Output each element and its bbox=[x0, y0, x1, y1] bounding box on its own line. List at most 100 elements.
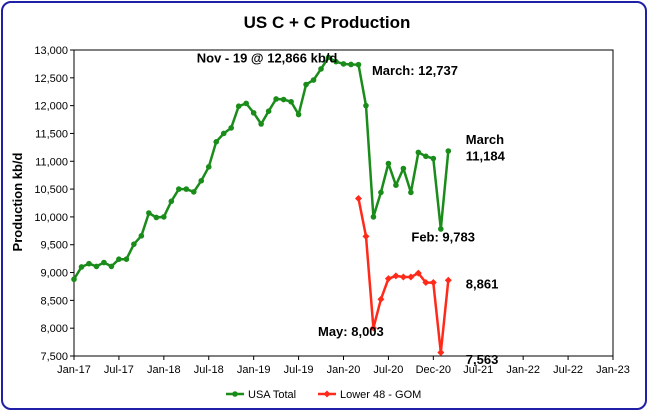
data-point bbox=[243, 100, 249, 107]
data-point bbox=[438, 226, 444, 232]
x-tick-label: Jan-22 bbox=[506, 364, 540, 376]
data-point bbox=[161, 214, 167, 220]
data-point bbox=[363, 102, 369, 109]
data-point bbox=[213, 139, 220, 145]
data-point bbox=[422, 279, 430, 287]
data-point bbox=[415, 149, 422, 156]
data-point bbox=[93, 263, 100, 270]
data-point bbox=[183, 186, 190, 192]
data-point bbox=[235, 103, 242, 109]
y-tick-label: 12,500 bbox=[34, 73, 68, 85]
y-tick-label: 8,500 bbox=[40, 295, 68, 307]
data-point bbox=[280, 96, 287, 103]
data-point bbox=[123, 256, 130, 262]
annotation: March: 12,737 bbox=[372, 63, 458, 78]
data-point bbox=[437, 348, 445, 356]
data-point bbox=[265, 108, 272, 114]
x-axis-ticks: Jan-17 Jul-17 Jan-18 Jul-18 Jan-19 Jul-19 Jan-… bbox=[57, 356, 630, 376]
data-point bbox=[168, 198, 175, 205]
data-point bbox=[205, 164, 212, 170]
legend-swatch-marker bbox=[232, 391, 238, 397]
annotations: Nov - 19 @ 12,866 kb/d March: 12,737 March… bbox=[197, 50, 506, 366]
y-tick-label: 13,000 bbox=[34, 45, 68, 57]
data-point bbox=[116, 256, 122, 262]
data-point bbox=[385, 160, 392, 167]
y-tick-label: 9,500 bbox=[40, 240, 68, 252]
data-point bbox=[400, 165, 407, 172]
data-point bbox=[429, 279, 437, 287]
data-point bbox=[228, 125, 235, 131]
data-point bbox=[176, 186, 182, 192]
series-line bbox=[72, 56, 450, 280]
data-point bbox=[71, 276, 77, 283]
data-point bbox=[295, 111, 302, 118]
data-point bbox=[153, 214, 160, 221]
legend: USA Total Lower 48 - GOM bbox=[226, 389, 421, 401]
annotation: March bbox=[466, 132, 504, 147]
data-point bbox=[318, 66, 324, 72]
y-tick-label: 10,500 bbox=[34, 184, 68, 196]
annotation: May: 8,003 bbox=[318, 324, 384, 339]
data-point bbox=[423, 153, 429, 160]
data-point bbox=[220, 130, 227, 137]
series-layer bbox=[71, 54, 452, 356]
data-point bbox=[108, 263, 115, 270]
x-tick-label: Jul-17 bbox=[104, 364, 134, 376]
data-point bbox=[354, 195, 362, 203]
data-point bbox=[333, 58, 339, 65]
plot-area bbox=[73, 49, 614, 357]
data-point bbox=[407, 273, 415, 281]
data-point bbox=[370, 214, 377, 220]
x-tick-label: Jul-19 bbox=[284, 364, 314, 376]
data-point bbox=[378, 189, 384, 196]
data-point bbox=[273, 96, 279, 102]
x-tick-label: Jan-19 bbox=[237, 364, 271, 376]
data-point bbox=[393, 182, 399, 188]
series-usa-total bbox=[71, 54, 452, 283]
x-tick-label: Jul-18 bbox=[194, 364, 224, 376]
legend-entry: USA Total bbox=[248, 389, 296, 401]
data-point bbox=[355, 61, 362, 68]
data-point bbox=[340, 61, 347, 67]
x-tick-label: Jul-20 bbox=[373, 364, 403, 376]
data-point bbox=[377, 295, 385, 303]
y-tick-label: 10,000 bbox=[34, 212, 68, 224]
data-point bbox=[303, 81, 309, 88]
data-point bbox=[198, 177, 205, 184]
y-tick-label: 11,500 bbox=[35, 128, 68, 140]
data-point bbox=[146, 210, 152, 216]
y-tick-label: 11,000 bbox=[35, 156, 68, 168]
data-point bbox=[258, 121, 264, 127]
x-tick-label: Dec-20 bbox=[416, 364, 451, 376]
annotation: 7,563 bbox=[466, 352, 499, 367]
annotation: Feb: 9,783 bbox=[411, 229, 475, 244]
data-point bbox=[348, 61, 354, 68]
x-tick-label: Jul-22 bbox=[553, 364, 583, 376]
data-point bbox=[138, 233, 145, 239]
x-tick-label: Jan-23 bbox=[596, 364, 630, 376]
chart-title: US C + C Production bbox=[244, 13, 411, 32]
x-tick-label: Jan-18 bbox=[147, 364, 181, 376]
annotation: Nov - 19 @ 12,866 kb/d bbox=[197, 50, 338, 65]
annotation: 8,861 bbox=[466, 277, 499, 292]
y-axis-label: Production kb/d bbox=[10, 152, 25, 251]
data-point bbox=[430, 155, 437, 162]
legend-swatch-marker bbox=[323, 390, 331, 398]
legend-entry: Lower 48 - GOM bbox=[340, 389, 421, 401]
data-point bbox=[369, 324, 377, 332]
y-tick-label: 12,000 bbox=[34, 101, 68, 113]
data-point bbox=[399, 273, 407, 281]
data-point bbox=[384, 275, 392, 283]
data-point bbox=[86, 260, 92, 267]
annotation: 11,184 bbox=[466, 149, 506, 164]
y-axis-ticks: 7,500 8,000 8,500 9,000 9,500 10,000 10,500 11,… bbox=[34, 45, 74, 363]
chart-frame bbox=[1, 1, 647, 410]
x-tick-label: Jul-21 bbox=[463, 364, 493, 376]
data-point bbox=[444, 276, 452, 284]
data-point bbox=[362, 232, 370, 240]
data-point bbox=[190, 189, 197, 195]
data-point bbox=[445, 148, 452, 154]
data-point bbox=[310, 77, 317, 83]
data-point bbox=[78, 264, 85, 270]
